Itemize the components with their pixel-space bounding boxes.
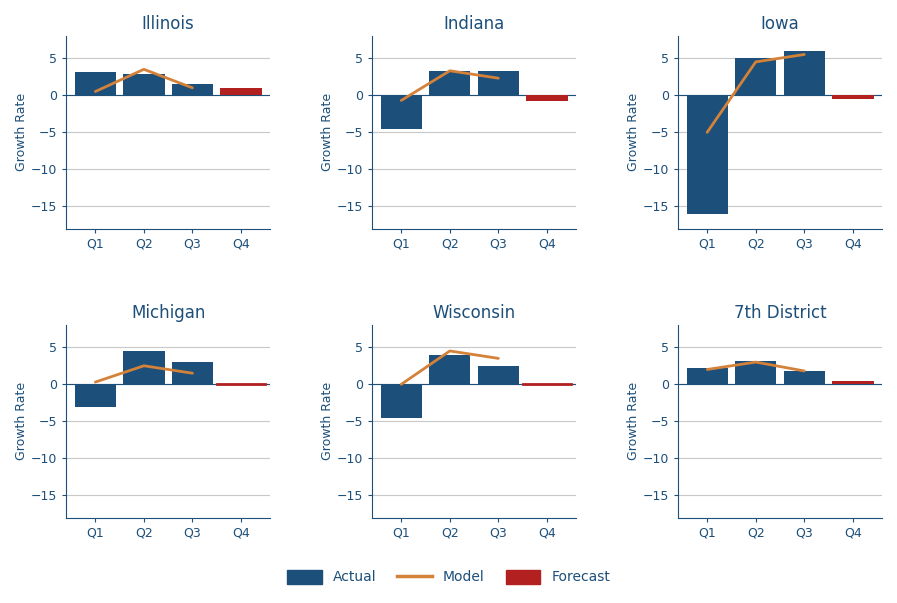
Bar	[172, 362, 213, 384]
Bar	[736, 58, 777, 95]
Bar	[478, 366, 519, 384]
Bar	[123, 75, 164, 95]
Bar	[784, 371, 825, 384]
Title: Indiana: Indiana	[443, 15, 505, 33]
Bar	[172, 84, 213, 95]
Bar	[429, 355, 470, 384]
Bar	[74, 384, 116, 406]
Bar	[74, 72, 116, 95]
Title: Michigan: Michigan	[131, 304, 205, 322]
Bar	[478, 71, 519, 95]
Bar	[686, 368, 727, 384]
Bar	[123, 351, 164, 384]
Bar	[736, 361, 777, 384]
Legend: Actual, Model, Forecast: Actual, Model, Forecast	[282, 564, 615, 590]
Y-axis label: Growth Rate: Growth Rate	[321, 382, 334, 461]
Bar	[527, 95, 568, 101]
Bar	[784, 51, 825, 95]
Bar	[429, 71, 470, 95]
Bar	[380, 95, 422, 128]
Bar	[380, 384, 422, 418]
Y-axis label: Growth Rate: Growth Rate	[15, 382, 28, 461]
Y-axis label: Growth Rate: Growth Rate	[321, 93, 334, 171]
Y-axis label: Growth Rate: Growth Rate	[627, 93, 640, 171]
Y-axis label: Growth Rate: Growth Rate	[15, 93, 28, 171]
Bar	[832, 95, 874, 99]
Bar	[686, 95, 727, 214]
Title: 7th District: 7th District	[734, 304, 826, 322]
Bar	[221, 88, 262, 95]
Bar	[832, 381, 874, 384]
Title: Wisconsin: Wisconsin	[432, 304, 516, 322]
Title: Iowa: Iowa	[761, 15, 799, 33]
Y-axis label: Growth Rate: Growth Rate	[627, 382, 640, 461]
Title: Illinois: Illinois	[142, 15, 195, 33]
